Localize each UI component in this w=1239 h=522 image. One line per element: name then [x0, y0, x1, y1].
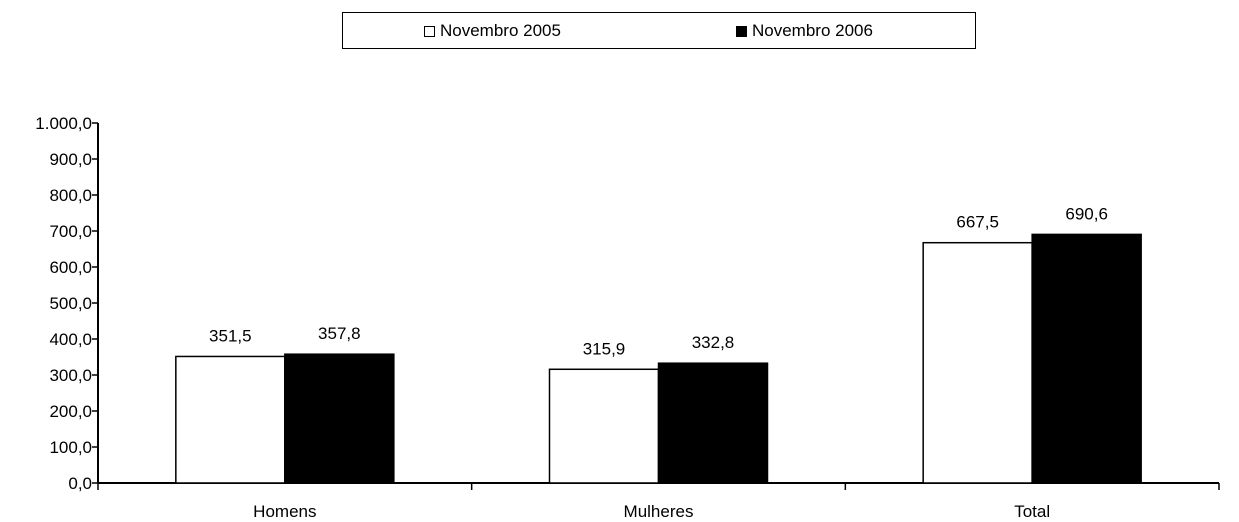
data-label: 357,8 — [318, 324, 361, 343]
legend-swatch-series-2 — [736, 25, 747, 37]
y-tick-label: 900,0 — [49, 150, 92, 169]
data-label: 351,5 — [209, 326, 252, 345]
bar-series-1 — [922, 241, 1033, 484]
x-tick-label: Homens — [253, 502, 316, 521]
x-axis: Homens Mulheres Total — [97, 482, 1220, 521]
x-tick-label: Mulheres — [624, 502, 694, 521]
bar-series-2 — [657, 362, 769, 484]
y-tick-label: 200,0 — [49, 402, 92, 421]
data-label: 667,5 — [956, 213, 999, 232]
legend-item-series-2: Novembro 2006 — [736, 21, 873, 40]
y-tick-label: 600,0 — [49, 258, 92, 277]
bar-series-1 — [175, 355, 286, 484]
data-label: 315,9 — [583, 339, 626, 358]
y-axis: 0,0 100,0 200,0 300,0 400,0 500,0 600,0 700,0 80… — [35, 114, 99, 493]
legend-item-series-1: Novembro 2005 — [424, 21, 561, 40]
y-tick-label: 400,0 — [49, 330, 92, 349]
legend-swatch-series-1 — [424, 25, 435, 37]
y-tick-label: 100,0 — [49, 438, 92, 457]
legend-label-series-2: Novembro 2006 — [752, 21, 873, 40]
data-label: 332,8 — [692, 333, 735, 352]
data-labels: 351,5 357,8 315,9 332,8 667,5 690,6 — [209, 204, 1108, 358]
x-tick-label: Total — [1014, 502, 1050, 521]
bar-series-2 — [1031, 233, 1142, 484]
legend-label-series-1: Novembro 2005 — [440, 21, 561, 40]
y-tick-label: 1.000,0 — [35, 114, 92, 133]
y-tick-label: 300,0 — [49, 366, 92, 385]
bar-series-2 — [284, 353, 395, 484]
bar-series-1 — [548, 368, 660, 484]
y-tick-label: 800,0 — [49, 186, 92, 205]
chart-legend: Novembro 2005 Novembro 2006 — [342, 12, 976, 49]
y-tick-label: 700,0 — [49, 222, 92, 241]
y-tick-label: 500,0 — [49, 294, 92, 313]
bars — [175, 233, 1142, 484]
y-tick-label: 0,0 — [68, 474, 92, 493]
data-label: 690,6 — [1065, 204, 1108, 223]
